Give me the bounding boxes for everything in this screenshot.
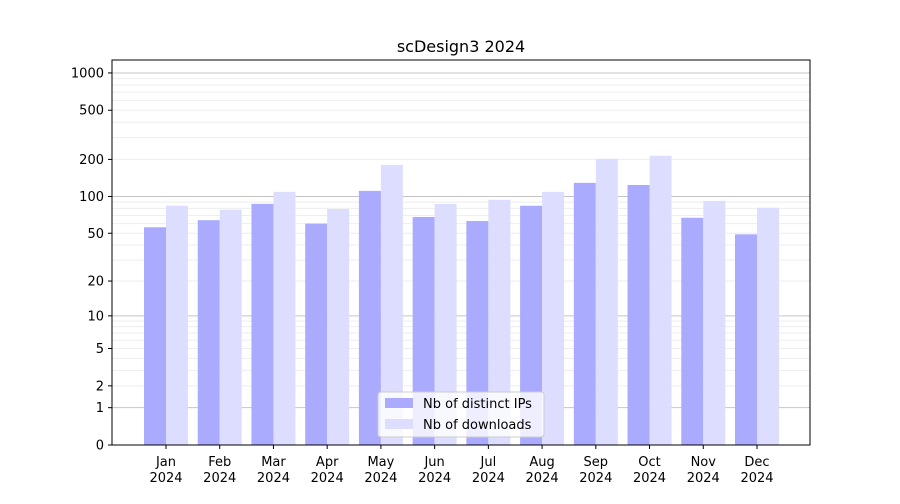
bar-distinct-ips xyxy=(735,234,757,445)
legend-box xyxy=(377,391,545,438)
bar-downloads xyxy=(166,205,188,445)
legend-swatch-downloads xyxy=(385,419,413,429)
bar-distinct-ips xyxy=(305,223,328,445)
y-tick-label: 20 xyxy=(87,275,104,290)
bar-downloads xyxy=(327,209,350,445)
bar-distinct-ips xyxy=(573,182,596,445)
bar-downloads xyxy=(703,200,726,445)
legend-label-ips: Nb of distinct IPs xyxy=(423,397,532,412)
bar-downloads xyxy=(219,209,242,445)
x-tick-label: Nov 2024 xyxy=(687,455,720,486)
x-axis: Jan 2024 Feb 2024 Mar 2024 Apr 2024 May 2024 Jun 20… xyxy=(149,445,774,486)
x-tick-label: Jan 2024 xyxy=(149,455,182,486)
bar-downloads xyxy=(595,158,618,446)
bar-distinct-ips xyxy=(412,216,435,445)
y-tick-label: 5 xyxy=(96,342,104,357)
x-tick-label: Jun 2024 xyxy=(418,455,451,486)
x-tick-label: Jul 2024 xyxy=(472,455,505,486)
legend-swatch-ips xyxy=(385,398,413,408)
y-tick-label: 2 xyxy=(96,379,104,394)
legend: Nb of distinct IPs Nb of downloads xyxy=(377,391,545,438)
bar-downloads xyxy=(757,207,779,445)
chart-title: scDesign3 2024 xyxy=(397,37,525,56)
y-tick-label: 1 xyxy=(96,401,104,416)
y-axis: 0 1 2 5 10 20 50 100 200 500 1000 xyxy=(71,66,112,454)
x-tick-label: Aug 2024 xyxy=(526,455,559,486)
bar-distinct-ips xyxy=(520,205,543,445)
bar-distinct-ips xyxy=(466,221,489,445)
bar-distinct-ips xyxy=(358,190,381,445)
x-tick-label: Feb 2024 xyxy=(203,455,236,486)
bars xyxy=(144,155,779,446)
x-tick-label: Mar 2024 xyxy=(257,455,290,486)
bar-distinct-ips xyxy=(251,203,274,445)
bar-distinct-ips xyxy=(197,220,220,445)
x-tick-label: Oct 2024 xyxy=(633,455,666,486)
bar-downloads xyxy=(488,199,511,445)
bar-distinct-ips xyxy=(681,217,704,445)
x-tick-label: May 2024 xyxy=(364,455,397,486)
y-tick-label: 10 xyxy=(87,309,104,324)
bar-downloads xyxy=(649,155,672,445)
bar-downloads xyxy=(273,191,296,445)
bar-downloads xyxy=(542,191,565,445)
bar-downloads xyxy=(434,203,457,445)
y-tick-label: 0 xyxy=(96,439,104,454)
y-tick-label: 50 xyxy=(87,227,104,242)
legend-label-downloads: Nb of downloads xyxy=(423,418,532,433)
bar-distinct-ips xyxy=(627,184,650,445)
y-tick-label: 1000 xyxy=(71,66,104,81)
y-tick-label: 200 xyxy=(79,153,104,168)
x-tick-label: Apr 2024 xyxy=(311,455,344,486)
y-tick-label: 100 xyxy=(79,190,104,205)
x-tick-label: Dec 2024 xyxy=(740,455,773,486)
y-tick-label: 500 xyxy=(79,104,104,119)
x-tick-label: Sep 2024 xyxy=(579,455,612,486)
bar-downloads xyxy=(380,165,403,445)
plot-frame xyxy=(111,59,811,446)
bar-distinct-ips xyxy=(144,227,166,445)
